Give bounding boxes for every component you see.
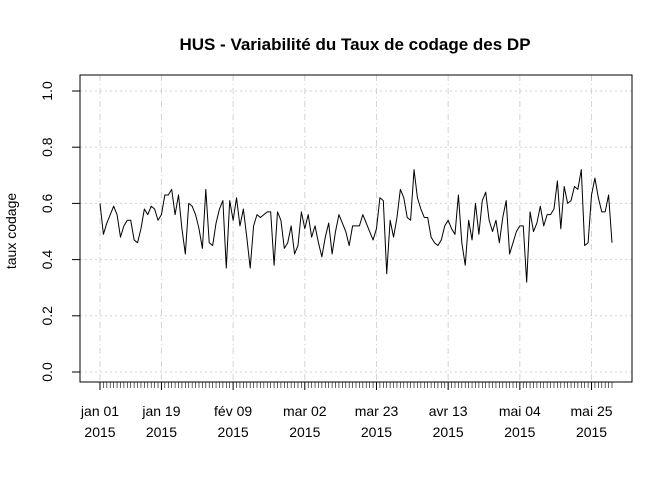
x-tick-label: jan 19 — [141, 403, 180, 419]
x-tick-label: mar 23 — [355, 403, 399, 419]
y-tick-label: 1.0 — [39, 81, 55, 101]
y-tick-label: 0.4 — [39, 250, 55, 270]
y-tick-label: 0.6 — [39, 193, 55, 213]
x-tick-label-year: 2015 — [146, 424, 177, 440]
y-tick-label: 0.8 — [39, 137, 55, 157]
series-group — [99, 169, 613, 283]
x-tick-label: mar 02 — [283, 403, 327, 419]
x-axis: jan 01 2015 jan 19 2015 fév 09 2015 mar 02 2015… — [80, 381, 613, 440]
series-line — [99, 169, 613, 283]
chart-title: HUS - Variabilité du Taux de codage des … — [179, 35, 530, 54]
x-tick-label: fév 09 — [214, 403, 252, 419]
x-tick-label-year: 2015 — [433, 424, 464, 440]
x-tick-label-year: 2015 — [504, 424, 535, 440]
x-tick-label: jan 01 — [80, 403, 119, 419]
y-tick-label: 0.0 — [39, 362, 55, 382]
x-tick-label-year: 2015 — [361, 424, 392, 440]
plot-frame — [79, 74, 633, 383]
x-tick-label-year: 2015 — [218, 424, 249, 440]
y-axis-label: taux codage — [3, 193, 19, 269]
x-tick-label-year: 2015 — [84, 424, 115, 440]
y-axis: 0.0 0.2 0.4 0.6 0.8 1.0 — [39, 81, 81, 382]
x-tick-label: mai 04 — [499, 403, 541, 419]
grid-lines — [80, 75, 632, 382]
x-tick-label-year: 2015 — [289, 424, 320, 440]
x-tick-label-year: 2015 — [576, 424, 607, 440]
x-tick-label: mai 25 — [571, 403, 613, 419]
x-tick-label: avr 13 — [429, 403, 468, 419]
y-tick-label: 0.2 — [39, 306, 55, 326]
